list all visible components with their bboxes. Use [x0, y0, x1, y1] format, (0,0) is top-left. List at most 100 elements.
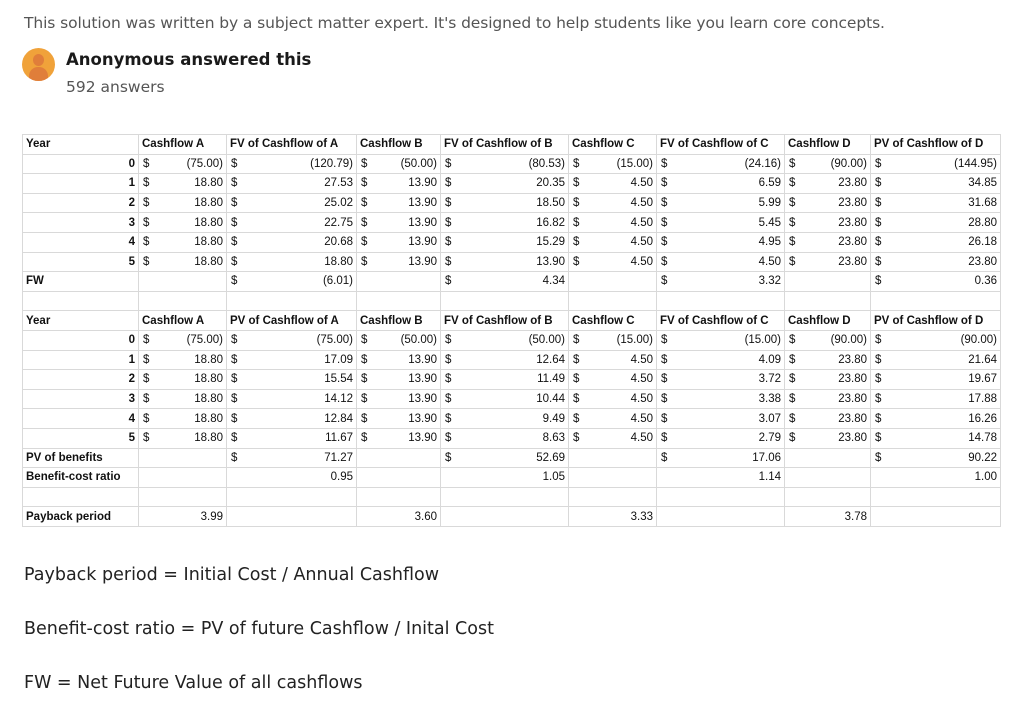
cfA-cell[interactable]: $ (75.00): [138, 153, 227, 175]
pvD-cell[interactable]: $31.68: [870, 192, 1001, 214]
column-header[interactable]: Cashflow C: [568, 134, 657, 155]
column-header[interactable]: Cashflow A: [138, 134, 227, 155]
column-header[interactable]: Year: [22, 134, 139, 155]
cfD-cell[interactable]: $23.80: [784, 349, 871, 371]
empty-cell[interactable]: [440, 486, 569, 508]
year-cell[interactable]: 0: [22, 153, 139, 175]
column-header[interactable]: Cashflow D: [784, 134, 871, 155]
fvB-cell[interactable]: $ (80.53): [440, 153, 569, 175]
pv-benefits-d[interactable]: $90.22: [870, 447, 1001, 469]
bcr-label[interactable]: Benefit-cost ratio: [22, 467, 139, 488]
column-header[interactable]: Year: [22, 310, 139, 331]
cfB-cell[interactable]: $13.90: [356, 192, 441, 214]
empty-cell[interactable]: [22, 486, 139, 508]
cfD-cell[interactable]: $23.80: [784, 251, 871, 273]
empty-cell[interactable]: [568, 467, 657, 488]
fw-c[interactable]: $3.32: [656, 271, 785, 292]
fw-a[interactable]: $ (6.01): [226, 271, 357, 292]
cfC-cell[interactable]: $4.50: [568, 231, 657, 253]
pvC-cell[interactable]: $3.38: [656, 388, 785, 410]
empty-cell[interactable]: [22, 290, 139, 312]
cfD-cell[interactable]: $23.80: [784, 173, 871, 194]
pvA-cell[interactable]: $11.67: [226, 427, 357, 449]
pvA-cell[interactable]: $17.09: [226, 349, 357, 371]
empty-cell[interactable]: [226, 486, 357, 508]
empty-cell[interactable]: [226, 506, 357, 527]
fvC-cell[interactable]: $4.50: [656, 251, 785, 273]
column-header[interactable]: FV of Cashflow of C: [656, 134, 785, 155]
year-cell[interactable]: 4: [22, 231, 139, 253]
cfA-cell[interactable]: $18.80: [138, 192, 227, 214]
cfC-cell[interactable]: $4.50: [568, 349, 657, 371]
column-header[interactable]: PV of Cashflow of D: [870, 134, 1001, 155]
cfB-cell[interactable]: $13.90: [356, 231, 441, 253]
bcr-b[interactable]: 1.05: [440, 467, 569, 488]
pvA-cell[interactable]: $14.12: [226, 388, 357, 410]
bcr-a[interactable]: 0.95: [226, 467, 357, 488]
pvD-cell[interactable]: $19.67: [870, 369, 1001, 390]
empty-cell[interactable]: [656, 486, 785, 508]
column-header[interactable]: PV of Cashflow of A: [226, 310, 357, 331]
pvB-cell[interactable]: $11.49: [440, 369, 569, 390]
fvA-cell[interactable]: $25.02: [226, 192, 357, 214]
cfB-cell[interactable]: $13.90: [356, 427, 441, 449]
pvC-cell[interactable]: $3.07: [656, 408, 785, 429]
pvD-cell[interactable]: $34.85: [870, 173, 1001, 194]
empty-cell[interactable]: [226, 290, 357, 312]
pvD-cell[interactable]: $ (90.00): [870, 329, 1001, 351]
year-cell[interactable]: 2: [22, 369, 139, 390]
pv-benefits-a[interactable]: $71.27: [226, 447, 357, 469]
empty-cell[interactable]: [568, 486, 657, 508]
pvD-cell[interactable]: $16.26: [870, 408, 1001, 429]
year-cell[interactable]: 3: [22, 212, 139, 233]
cfD-cell[interactable]: $23.80: [784, 192, 871, 214]
fvB-cell[interactable]: $16.82: [440, 212, 569, 233]
empty-cell[interactable]: [440, 290, 569, 312]
cfC-cell[interactable]: $4.50: [568, 388, 657, 410]
pv-benefits-b[interactable]: $52.69: [440, 447, 569, 469]
empty-cell[interactable]: [784, 290, 871, 312]
fvA-cell[interactable]: $20.68: [226, 231, 357, 253]
fvB-cell[interactable]: $20.35: [440, 173, 569, 194]
cfA-cell[interactable]: $ (75.00): [138, 329, 227, 351]
payback-label[interactable]: Payback period: [22, 506, 139, 527]
fvB-cell[interactable]: $15.29: [440, 231, 569, 253]
empty-cell[interactable]: [356, 271, 441, 292]
year-cell[interactable]: 0: [22, 329, 139, 351]
column-header[interactable]: Cashflow B: [356, 134, 441, 155]
empty-cell[interactable]: [784, 486, 871, 508]
pvC-cell[interactable]: $3.72: [656, 369, 785, 390]
column-header[interactable]: Cashflow C: [568, 310, 657, 331]
cfB-cell[interactable]: $13.90: [356, 408, 441, 429]
pvB-cell[interactable]: $9.49: [440, 408, 569, 429]
cfD-cell[interactable]: $23.80: [784, 369, 871, 390]
cfA-cell[interactable]: $18.80: [138, 388, 227, 410]
fvC-cell[interactable]: $5.45: [656, 212, 785, 233]
year-cell[interactable]: 1: [22, 173, 139, 194]
fvC-cell[interactable]: $5.99: [656, 192, 785, 214]
empty-cell[interactable]: [870, 290, 1001, 312]
bcr-c[interactable]: 1.14: [656, 467, 785, 488]
year-cell[interactable]: 5: [22, 251, 139, 273]
fvA-cell[interactable]: $18.80: [226, 251, 357, 273]
pvA-cell[interactable]: $12.84: [226, 408, 357, 429]
column-header[interactable]: FV of Cashflow of A: [226, 134, 357, 155]
pvD-cell[interactable]: $17.88: [870, 388, 1001, 410]
cfD-cell[interactable]: $23.80: [784, 408, 871, 429]
cfA-cell[interactable]: $18.80: [138, 231, 227, 253]
cfC-cell[interactable]: $ (15.00): [568, 153, 657, 175]
pvB-cell[interactable]: $10.44: [440, 388, 569, 410]
fvA-cell[interactable]: $27.53: [226, 173, 357, 194]
fw-label[interactable]: FW: [22, 271, 139, 292]
bcr-d[interactable]: 1.00: [870, 467, 1001, 488]
empty-cell[interactable]: [138, 447, 227, 469]
payback-b[interactable]: 3.60: [356, 506, 441, 527]
cfA-cell[interactable]: $18.80: [138, 173, 227, 194]
cfC-cell[interactable]: $4.50: [568, 369, 657, 390]
payback-c[interactable]: 3.33: [568, 506, 657, 527]
cfB-cell[interactable]: $ (50.00): [356, 329, 441, 351]
cfA-cell[interactable]: $18.80: [138, 427, 227, 449]
cfD-cell[interactable]: $ (90.00): [784, 153, 871, 175]
cfA-cell[interactable]: $18.80: [138, 212, 227, 233]
cfB-cell[interactable]: $13.90: [356, 173, 441, 194]
